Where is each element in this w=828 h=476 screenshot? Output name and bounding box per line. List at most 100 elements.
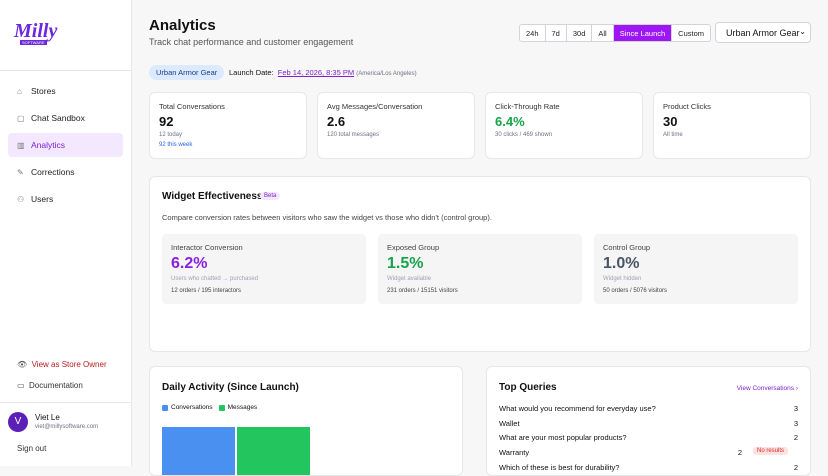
nav-item[interactable]: ▢ Chat Sandbox — [8, 106, 123, 130]
group-value: 1.0% — [603, 255, 640, 272]
view-link[interactable]: View Conversations › — [736, 385, 798, 392]
group-detail: 50 orders / 5076 visitors — [603, 288, 668, 294]
no-results-badge: No results — [752, 447, 788, 456]
group-detail: 12 orders / 195 interactors — [171, 288, 242, 294]
beta-badge: Beta — [260, 192, 281, 200]
range-button[interactable]: Custom — [671, 25, 710, 41]
logo: Milly — [14, 20, 58, 42]
nav-icon: ▢ — [17, 114, 25, 123]
legend-label: Conversations — [171, 404, 213, 411]
range-group: 24h 7d 30d All Since Launch Custom — [519, 24, 712, 42]
stat-card: Total Conversations 92 12 today 92 this wee… — [149, 92, 307, 159]
user-email: viet@millysoftware.com — [35, 424, 99, 430]
nav-label: Analytics — [31, 140, 66, 150]
legend-item: Conversations — [162, 404, 213, 411]
nav-item[interactable]: ✎ Corrections — [8, 160, 123, 184]
queries-title: Top Queries — [499, 382, 557, 393]
stat-sub: 120 total messages — [327, 132, 380, 138]
query-text: What would you recommend for everyday us… — [499, 404, 656, 413]
queries-card: Top Queries View Conversations › What wo… — [486, 366, 811, 476]
nav-icon: ▥ — [17, 141, 25, 150]
bar — [237, 427, 310, 475]
widget-card: Widget Effectiveness Beta Compare conver… — [149, 176, 811, 352]
query-count: 2 — [737, 448, 742, 458]
nav-icon: ⌂ — [17, 87, 22, 96]
query-text: Which of these is best for durability? — [499, 462, 620, 472]
nav-item[interactable]: ⚇ Users — [8, 187, 123, 211]
nav-label: Corrections — [31, 167, 75, 177]
range-button[interactable]: 7d — [544, 25, 566, 41]
widget-desc: Compare conversion rates between visitor… — [162, 213, 492, 222]
query-text: What are your most popular products? — [499, 433, 627, 443]
sign-out[interactable]: Sign out — [17, 444, 47, 453]
daily-card: Daily Activity (Since Launch) Conversati… — [149, 366, 463, 476]
owner-link-text: View as Store Owner — [31, 360, 107, 369]
stat-value: 30 — [663, 114, 678, 129]
range-button[interactable]: Since Launch — [612, 25, 672, 41]
docs-text: Documentation — [29, 381, 83, 390]
nav-label: Chat Sandbox — [31, 113, 85, 123]
stat-card: Avg Messages/Conversation 2.6 120 total me… — [317, 92, 475, 159]
stat-label: Click-Through Rate — [495, 102, 560, 111]
range-button[interactable]: 30d — [565, 25, 592, 41]
nav-label: Stores — [31, 86, 56, 96]
legend-swatch — [218, 404, 225, 411]
group-box: Exposed Group 1.5% Widget available 231 ord… — [378, 234, 582, 304]
query-text: Wallet — [499, 418, 520, 428]
stat-sub: All time — [663, 132, 683, 138]
stat-value: 2.6 — [327, 114, 346, 129]
range-button[interactable]: 24h — [526, 29, 539, 38]
avatar: V — [8, 412, 28, 432]
nav-icon: ✎ — [17, 168, 24, 177]
group-note: Widget hidden — [603, 276, 642, 282]
stat-sub: 12 today — [159, 132, 183, 138]
docs-link[interactable]: ▭ Documentation — [17, 381, 83, 390]
store-select[interactable]: Urban Armor Gear ⌄ — [715, 22, 811, 43]
widget-title: Widget Effectiveness — [162, 191, 263, 202]
owner-link[interactable]: 👁 View as Store Owner — [17, 360, 107, 369]
group-label: Control Group — [603, 243, 651, 252]
legend-item: Messages — [218, 404, 257, 411]
group-note: Users who chatted → purchased — [171, 276, 259, 282]
page-title: Analytics — [149, 17, 216, 34]
logo-sub: SOFTWARE — [20, 40, 47, 45]
launch-tz: (America/Los Angeles) — [356, 71, 417, 77]
group-value: 6.2% — [171, 255, 208, 272]
group-note: Widget available — [387, 276, 432, 282]
stat-label: Product Clicks — [663, 102, 711, 111]
group-value: 1.5% — [387, 255, 424, 272]
daily-title: Daily Activity (Since Launch) — [162, 382, 299, 393]
divider — [0, 70, 132, 71]
stat-value: 6.4% — [495, 114, 525, 129]
page: Milly SOFTWARE ⌂ Stores ▢ Chat Sandbox ▥ Anal… — [0, 0, 811, 476]
user-name: Viet Le — [35, 413, 60, 422]
group-label: Exposed Group — [387, 243, 440, 252]
launch-date[interactable]: Feb 14, 2026, 8:35 PM — [277, 68, 355, 77]
query-text: Warranty — [499, 448, 530, 458]
nav-item[interactable]: ⌂ Stores — [8, 79, 123, 103]
nav-item[interactable]: ▥ Analytics — [8, 133, 123, 157]
store-pill: Urban Armor Gear — [149, 65, 225, 80]
query-count: 3 — [793, 418, 798, 428]
page-subtitle: Track chat performance and customer enga… — [149, 37, 354, 47]
legend: Conversations Messages — [162, 404, 257, 411]
view-link-text: View Conversations — [736, 385, 795, 392]
stat-sub: 30 clicks / 469 shown — [495, 132, 553, 138]
group-box: Interactor Conversion 6.2% Users who chatt… — [162, 234, 366, 304]
group-label: Interactor Conversion — [171, 243, 243, 252]
launch-label: Launch Date: — [229, 68, 274, 77]
stat-card: Product Clicks 30 All time — [653, 92, 811, 159]
divider — [0, 402, 132, 403]
legend-swatch — [162, 404, 168, 411]
stat-label: Avg Messages/Conversation — [327, 102, 423, 111]
group-detail: 231 orders / 15151 visitors — [387, 288, 458, 294]
stat-card: Click-Through Rate 6.4% 30 clicks / 469 sh… — [485, 92, 643, 159]
query-count: 3 — [793, 404, 798, 413]
bar — [162, 427, 235, 475]
range-button[interactable]: All — [591, 25, 612, 41]
nav-label: Users — [31, 194, 54, 204]
nav-icon: ⚇ — [17, 195, 25, 204]
store-select-text: Urban Armor Gear — [726, 28, 800, 38]
query-count: 2 — [793, 462, 798, 472]
sidebar: Milly SOFTWARE ⌂ Stores ▢ Chat Sandbox ▥ Anal… — [0, 0, 132, 466]
